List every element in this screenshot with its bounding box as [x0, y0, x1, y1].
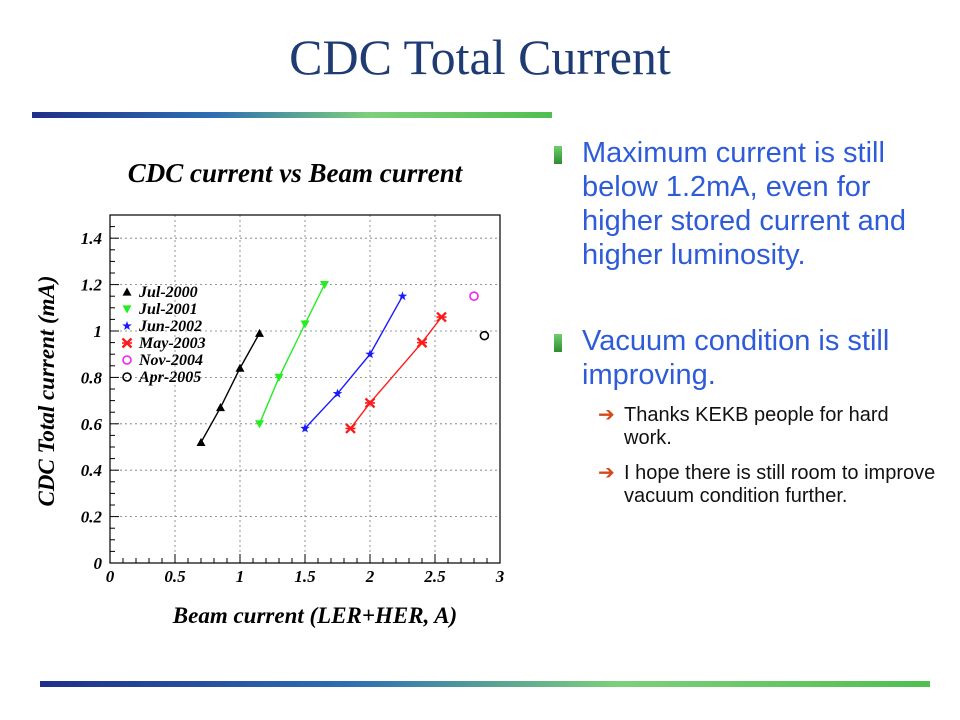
data-point	[416, 337, 428, 348]
legend-marker	[122, 372, 132, 382]
legend-label: Jul-2001	[138, 301, 198, 318]
series-line	[349, 316, 443, 429]
bullet-2-text: Vacuum condition is still improving.	[582, 325, 890, 391]
data-point	[397, 291, 408, 301]
series-line	[200, 332, 261, 443]
x-tick-label: 2	[365, 567, 375, 586]
x-tick-label: 1	[236, 567, 245, 586]
y-tick-label: 0.4	[81, 461, 102, 480]
sub-bullet-2: ➔ I hope there is still room to improve …	[548, 462, 938, 508]
legend-marker	[122, 287, 132, 296]
legend-label: May-2003	[138, 335, 206, 352]
data-point	[469, 291, 479, 301]
data-point	[300, 423, 310, 433]
legend-item: Apr-2005	[122, 369, 201, 386]
legend-marker	[121, 337, 133, 349]
x-tick-label: 0.5	[164, 567, 186, 586]
legend-marker	[122, 321, 132, 330]
data-point	[320, 281, 329, 290]
x-axis-label: Beam current (LER+HER, A)	[172, 603, 457, 628]
legend-label: Jul-2000	[138, 284, 198, 301]
series-jul-2001	[255, 281, 329, 429]
data-point	[436, 311, 447, 323]
data-point	[300, 320, 310, 329]
legend-label: Jun-2002	[138, 318, 202, 335]
x-tick-label: 3	[495, 567, 505, 586]
cdc-current-chart: CDC current vs Beam current 0 0.5 1 1.5 2 2.5 3…	[34, 158, 505, 628]
y-axis-label: CDC Total current (mA)	[34, 275, 59, 506]
data-point	[479, 330, 490, 341]
legend-item: Jun-2002	[122, 318, 202, 335]
series-jun-2002	[300, 291, 408, 433]
bullet-list: Maximum current is still below 1.2mA, ev…	[548, 136, 938, 508]
bullet-marker-icon	[554, 146, 562, 164]
x-tick-label: 2.5	[423, 567, 446, 586]
chart-title: CDC current vs Beam current	[128, 158, 464, 188]
legend-item: Nov-2004	[122, 352, 203, 369]
series-nov-2004	[469, 291, 479, 301]
legend-item: May-2003	[121, 335, 206, 352]
data-point	[345, 423, 356, 434]
series-jul-2000	[196, 328, 264, 446]
bottom-divider	[40, 681, 930, 687]
series-line	[258, 284, 326, 425]
sub-bullet-2-text: I hope there is still room to improve va…	[624, 462, 936, 507]
y-tick-label: 0	[94, 554, 103, 573]
series-line	[304, 295, 404, 429]
data-point	[255, 420, 264, 429]
sub-bullet-1-text: Thanks KEKB people for hard work.	[624, 404, 889, 449]
y-tick-label: 1.2	[81, 276, 103, 295]
bullet-1: Maximum current is still below 1.2mA, ev…	[548, 136, 938, 272]
legend-label: Apr-2005	[138, 369, 201, 386]
series-apr-2005	[479, 330, 490, 341]
data-point	[235, 363, 245, 372]
right-arrow-icon: ➔	[598, 404, 615, 426]
right-arrow-icon: ➔	[598, 462, 615, 484]
data-point	[364, 397, 376, 409]
sub-bullet-1: ➔ Thanks KEKB people for hard work.	[548, 404, 938, 450]
x-tick-label: 1.5	[294, 567, 316, 586]
y-tick-label: 1.4	[81, 229, 102, 248]
legend-label: Nov-2004	[138, 352, 203, 369]
y-tick-label: 0.8	[81, 368, 103, 387]
y-tick-label: 0.6	[81, 415, 103, 434]
bullet-marker-icon	[554, 334, 562, 352]
data-point	[274, 373, 284, 382]
y-tick-label: 0.2	[81, 508, 103, 527]
data-point	[255, 328, 264, 337]
series-may-2003	[345, 311, 447, 434]
y-tick-label: 1	[94, 322, 103, 341]
chart-legend: Jul-2000Jul-2001Jun-2002May-2003Nov-2004…	[121, 284, 206, 386]
data-point	[196, 437, 206, 446]
data-point	[332, 388, 343, 398]
x-tick-label: 0	[106, 567, 115, 586]
legend-marker	[122, 305, 132, 314]
data-point	[216, 403, 225, 412]
legend-marker	[122, 355, 132, 365]
bullet-1-text: Maximum current is still below 1.2mA, ev…	[582, 137, 907, 271]
bullet-2: Vacuum condition is still improving.	[548, 324, 938, 392]
legend-item: Jul-2000	[122, 284, 198, 301]
data-point	[365, 349, 375, 359]
top-divider	[32, 112, 552, 118]
legend-item: Jul-2001	[122, 301, 198, 318]
slide-title: CDC Total Current	[289, 29, 671, 85]
